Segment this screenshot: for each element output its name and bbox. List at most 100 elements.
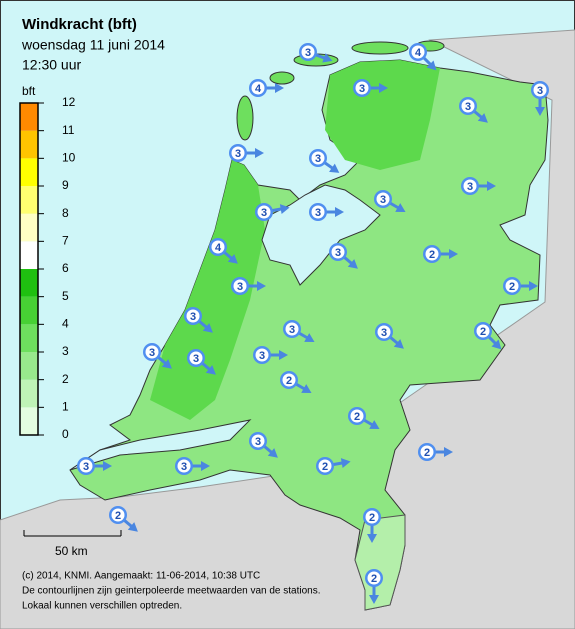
wind-arrow-head [367,534,377,543]
station-inner [282,373,296,387]
legend-unit: bft [22,84,36,98]
station-value: 3 [83,461,89,473]
station-inner [189,351,203,365]
legend-tick-label: 7 [62,234,69,248]
scale-label: 50 km [55,544,88,558]
title: Windkracht (bft) [22,16,137,33]
legend-tick-label: 8 [62,206,69,220]
wind-arrow-head [487,181,496,191]
station-inner [111,508,125,522]
station-value: 3 [359,83,365,95]
station-inner [365,510,379,524]
legend-tick-label: 12 [62,95,76,109]
westerschelde [69,419,252,471]
legend-tick-label: 5 [62,289,69,303]
wind-arrow-head [444,447,453,457]
wind-arrow-head [279,350,288,360]
legend-band [20,213,38,242]
station-value: 4 [415,47,422,59]
station-inner [377,325,391,339]
station-inner [311,205,325,219]
station-inner [533,83,547,97]
wind-arrow-head [426,60,437,71]
station-value: 2 [371,573,377,585]
legend-tick-label: 6 [62,261,69,275]
wind-arrow-head [257,281,266,291]
station-value: 3 [315,153,321,165]
wind-arrow-head [161,359,172,369]
station-value: 3 [465,101,471,113]
station-inner [251,81,265,95]
station-value: 3 [305,47,311,59]
wind-arrow-head [369,420,380,429]
station-value: 3 [335,247,341,259]
wind-arrow-head [393,339,404,349]
wind-arrow-head [529,281,538,291]
wind-arrow-head [329,163,340,173]
legend-tick-label: 3 [62,344,69,358]
station-inner [285,322,299,336]
station-value: 3 [315,207,321,219]
station-value: 3 [255,436,261,448]
footer-line: De contourlijnen zijn geinterpoleerde me… [22,586,321,597]
station-inner [350,409,364,423]
station-value: 3 [149,347,155,359]
station-value: 4 [255,83,262,95]
station-inner [311,151,325,165]
wind-arrow-head [335,207,344,217]
station-value: 2 [369,512,375,524]
island [269,71,295,85]
station-inner [476,324,490,338]
station-inner [257,205,271,219]
station-value: 2 [354,411,360,423]
wind-arrow-head [449,249,458,259]
ijsselmeer [261,184,381,286]
zone-2 [354,514,406,611]
station-inner [145,345,159,359]
legend-tick-label: 1 [62,400,69,414]
wind-arrow-head [340,458,351,468]
station-value: 4 [215,242,222,254]
legend-tick-label: 11 [62,123,75,137]
station-value: 3 [381,327,387,339]
station-inner [233,279,247,293]
wind-arrow-head [205,365,216,375]
wind-arrow-head [304,333,315,342]
station-inner [255,348,269,362]
station-inner [420,445,434,459]
station-inner [177,459,191,473]
station-value: 2 [424,447,430,459]
station-inner [251,434,265,448]
station-value: 2 [509,281,515,293]
station-inner [376,192,390,206]
legend-band [20,324,38,352]
station-value: 3 [235,148,241,160]
island [351,41,409,55]
wind-arrow-head [347,259,358,269]
station-inner [367,571,381,585]
station-inner [425,247,439,261]
station-value: 3 [261,207,267,219]
station-inner [211,240,225,254]
legend-band [20,296,38,325]
station-inner [461,99,475,113]
legend-tick-label: 10 [62,151,76,165]
wind-arrow-head [477,113,488,123]
station-value: 3 [181,461,187,473]
wind-arrow-head [127,522,138,532]
station-value: 3 [190,311,196,323]
wind-arrow-head [201,461,210,471]
station-inner [463,179,477,193]
legend-band [20,352,38,380]
station-inner [318,459,332,473]
time: 12:30 uur [22,57,81,73]
station-value: 2 [286,375,292,387]
wind-arrow-head [275,83,284,93]
wind-arrow-head [369,595,379,604]
wind-arrow-head [491,339,502,350]
wind-arrow-head [103,461,112,471]
station-value: 3 [193,353,199,365]
station-value: 2 [115,510,121,522]
station-inner [331,245,345,259]
station-value: 2 [322,461,328,473]
